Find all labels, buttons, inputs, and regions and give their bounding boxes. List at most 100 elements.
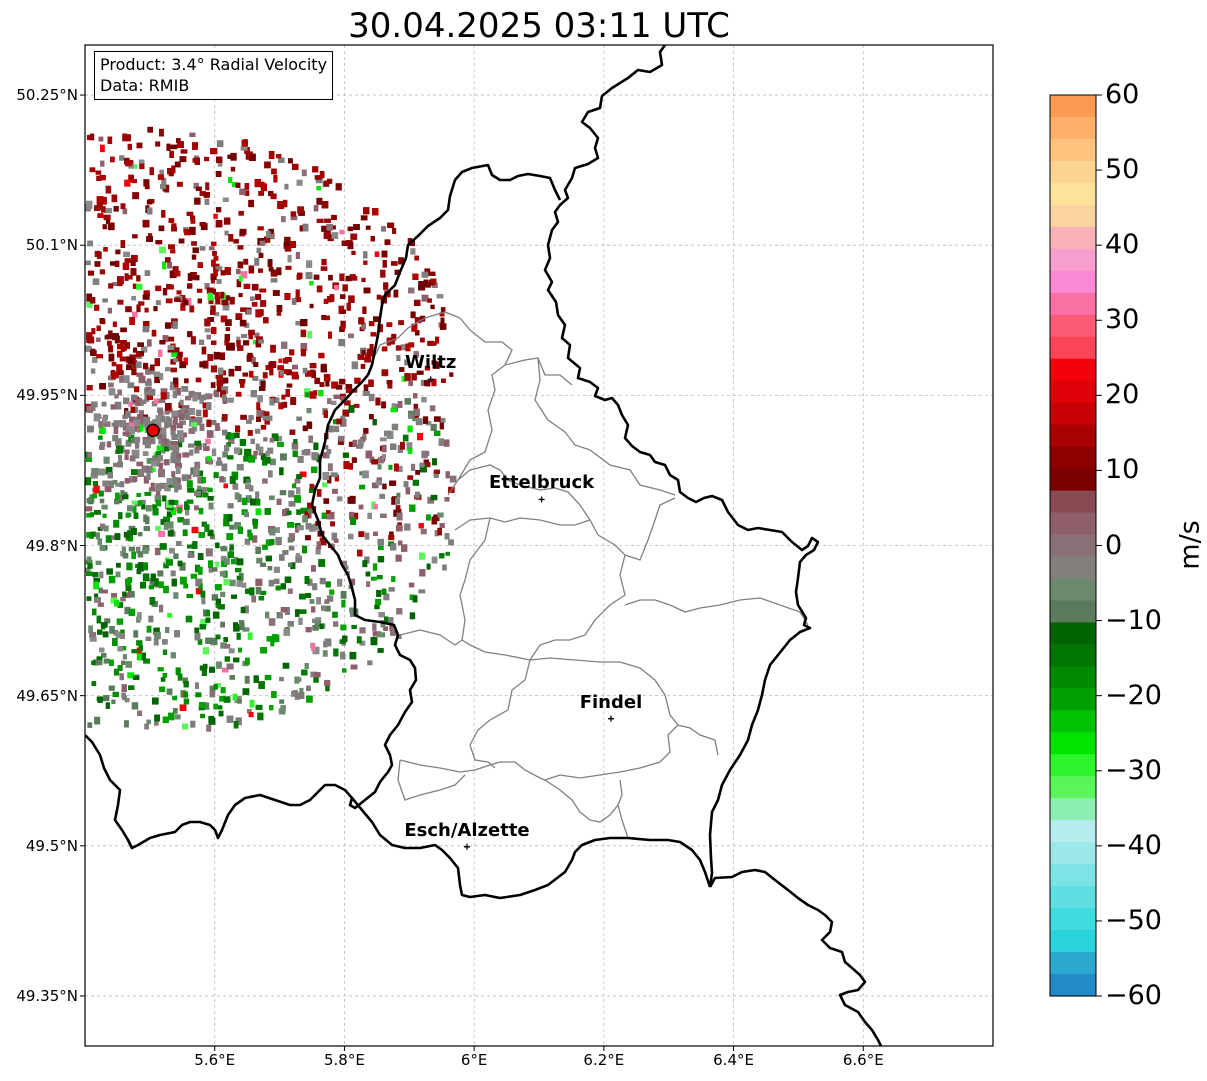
radar-pixel [172, 390, 177, 399]
radar-pixel [141, 466, 147, 473]
colorbar-tick-label: −60 [1105, 980, 1162, 1011]
radar-pixel [118, 454, 122, 463]
radar-pixel [127, 672, 135, 679]
radar-pixel [122, 414, 128, 420]
radar-pixel [208, 298, 214, 305]
radar-pixel [120, 240, 126, 248]
radar-pixel [108, 575, 116, 584]
radar-pixel [430, 271, 436, 276]
radar-pixel [375, 598, 382, 606]
radar-pixel [144, 307, 149, 313]
radar-pixel [308, 435, 313, 443]
radar-pixel [368, 393, 375, 402]
radar-pixel [155, 415, 161, 424]
radar-pixel [348, 441, 356, 447]
radar-pixel [104, 618, 111, 624]
radar-pixel [231, 594, 237, 599]
radar-pixel [244, 675, 250, 684]
radar-pixel [277, 201, 285, 209]
radar-pixel [185, 396, 192, 401]
radar-pixel [152, 457, 158, 462]
colorbar-segment [1050, 314, 1096, 338]
radar-pixel [102, 224, 107, 230]
radar-pixel [301, 169, 307, 177]
radar-pixel [216, 661, 222, 669]
radar-pixel [195, 587, 203, 595]
radar-pixel [236, 279, 242, 288]
radar-pixel [207, 292, 213, 301]
radar-pixel [437, 512, 444, 518]
radar-pixel [99, 498, 105, 504]
radar-pixel [387, 222, 395, 228]
radar-pixel [268, 579, 275, 587]
city-markers [427, 376, 614, 850]
radar-pixel [229, 579, 236, 587]
radar-pixel [305, 593, 312, 598]
radar-pixel [265, 450, 270, 457]
colorbar-segment [1050, 886, 1096, 909]
radar-pixel [169, 270, 177, 279]
radar-pixel [283, 242, 290, 249]
radar-pixel [157, 667, 164, 672]
radar-pixel [184, 228, 191, 236]
radar-pixel [311, 452, 318, 460]
lon-tick-label: 6.4°E [713, 1051, 754, 1069]
radar-pixel [190, 573, 197, 579]
radar-pixel [135, 442, 140, 449]
radar-pixel [313, 672, 321, 678]
radar-pixel [226, 533, 234, 540]
radar-pixel [206, 724, 212, 732]
radar-pixel [226, 442, 231, 447]
radar-pixel [405, 487, 411, 495]
radar-pixel [195, 186, 202, 191]
radar-pixel [419, 569, 426, 577]
radar-pixel [283, 199, 288, 208]
radar-pixel [364, 532, 370, 540]
radar-pixel [136, 653, 143, 661]
radar-pixel [352, 439, 358, 447]
radar-pixel [299, 593, 306, 600]
radar-pixel [260, 590, 267, 596]
radar-pixel [340, 309, 346, 314]
radar-pixel [89, 636, 97, 642]
radar-pixel [396, 355, 401, 361]
radar-pixel [119, 673, 124, 681]
radar-pixel [297, 693, 304, 698]
radar-pixel [351, 361, 359, 370]
radar-pixel [171, 507, 177, 515]
radar-pixel [381, 454, 386, 460]
radar-pixel [324, 605, 331, 612]
radar-pixel [124, 454, 129, 460]
radar-pixel [220, 621, 225, 628]
radar-pixel [218, 705, 223, 710]
radar-pixel [237, 526, 243, 534]
radar-pixel [136, 427, 142, 433]
radar-pixel [382, 483, 387, 490]
radar-pixel [339, 378, 346, 385]
radar-pixel [169, 150, 174, 158]
radar-pixel [393, 463, 399, 472]
radar-pixel [126, 364, 133, 370]
radar-pixel [178, 437, 185, 443]
radar-pixel [101, 206, 106, 213]
radar-pixel [98, 421, 104, 428]
radar-pixel [112, 282, 118, 286]
radar-pixel [159, 340, 166, 345]
radar-pixel [152, 697, 159, 705]
radar-pixel [192, 394, 198, 402]
radar-pixel [162, 673, 168, 678]
lon-tick-label: 6.6°E [842, 1051, 884, 1069]
radar-pixel [117, 389, 122, 396]
radar-pixel [242, 688, 250, 695]
radar-pixel [372, 208, 379, 216]
radar-pixel [315, 177, 323, 184]
radar-pixel [115, 482, 121, 487]
radar-pixel [146, 719, 151, 725]
radar-pixel [306, 685, 311, 691]
radar-pixel [195, 409, 202, 417]
radar-pixel [179, 399, 184, 406]
radar-pixel [300, 319, 308, 327]
radar-pixel [136, 304, 141, 313]
radar-pixel [260, 410, 266, 416]
radar-pixel [377, 556, 385, 563]
